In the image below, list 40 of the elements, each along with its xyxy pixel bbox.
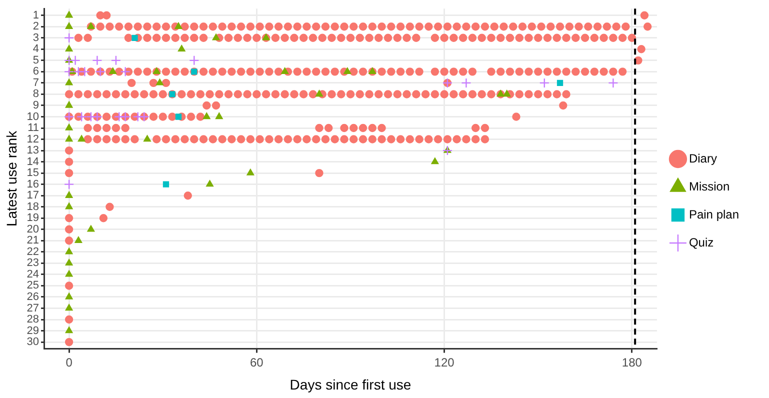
x-tick-label: 180 [622, 355, 642, 370]
y-tick-label: 18 [26, 200, 40, 213]
x-tick-label: 0 [66, 355, 73, 370]
y-tick-label: 11 [28, 122, 40, 134]
y-tick-label: 8 [32, 88, 40, 100]
y-tick-label: 26 [26, 291, 40, 304]
y-tick-label: 10 [26, 110, 40, 123]
y-tick-label: 3 [32, 32, 40, 44]
y-tick-label: 19 [26, 212, 40, 224]
y-tick-label: 21 [26, 234, 40, 247]
y-tick-label: 27 [26, 302, 40, 314]
y-tick-label: 12 [26, 133, 40, 146]
legend-label: Quiz [688, 235, 714, 250]
y-tick-label: 22 [26, 246, 40, 258]
y-tick-label: 2 [32, 20, 40, 33]
y-tick-label: 15 [26, 167, 40, 180]
x-axis-title: Days since first use [290, 376, 412, 392]
y-tick-label: 7 [32, 76, 40, 89]
y-tick-label: 16 [26, 178, 40, 190]
y-tick-label: 14 [26, 156, 40, 168]
y-tick-label: 20 [26, 223, 40, 236]
x-tick-label: 120 [434, 355, 455, 370]
legend-label: Pain plan [688, 207, 740, 222]
y-tick-label: 23 [26, 257, 40, 270]
y-tick-label: 1 [32, 9, 40, 22]
y-tick-label: 9 [32, 100, 40, 112]
y-tick-label: 25 [26, 280, 40, 292]
y-tick-label: 29 [26, 324, 40, 337]
y-tick-label: 4 [32, 43, 40, 56]
y-tick-label: 30 [26, 336, 40, 348]
y-axis-title: Latest use rank [3, 130, 20, 227]
y-tick-label: 13 [26, 144, 40, 157]
y-tick-label: 28 [26, 314, 40, 326]
y-tick-label: 6 [32, 66, 40, 78]
y-tick-label: 17 [26, 190, 40, 202]
y-tick-label: 24 [26, 268, 40, 280]
y-tick-label: 5 [32, 54, 40, 66]
legend-label: Diary [688, 151, 717, 166]
x-tick-label: 60 [250, 355, 264, 370]
legend-label: Mission [688, 179, 730, 194]
